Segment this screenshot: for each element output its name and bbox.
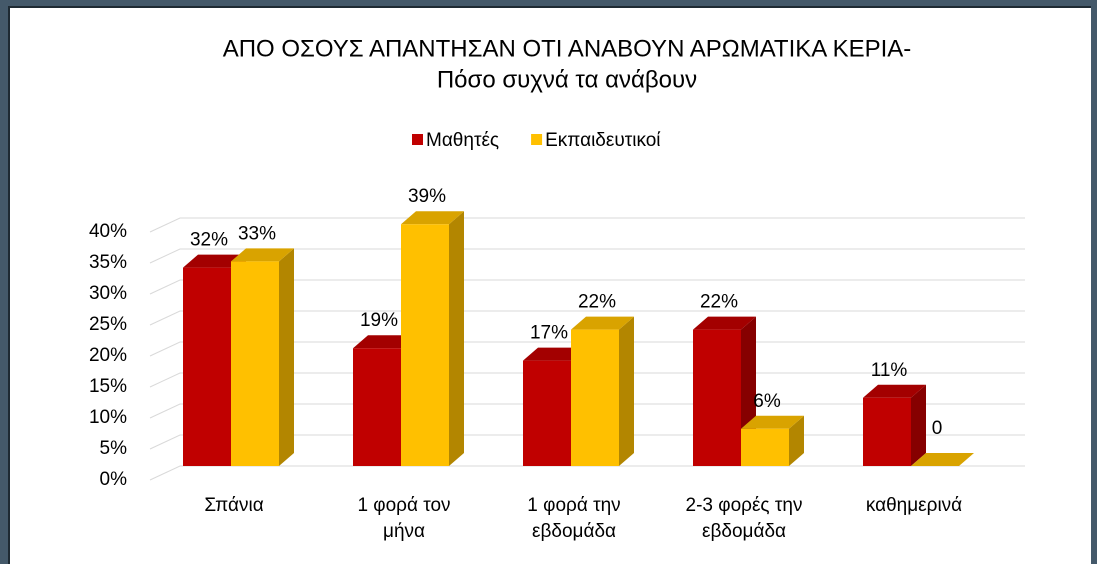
bar (863, 384, 926, 466)
bar-front (183, 267, 231, 466)
chart-subtitle: Πόσο συχνά τα ανάβουν (437, 66, 697, 93)
grid-line (149, 310, 1025, 326)
y-tick-label: 30% (89, 283, 127, 304)
bar-top (911, 453, 974, 466)
bar-top (231, 248, 294, 262)
legend-swatch (531, 134, 543, 145)
x-tick-label: καθημερινά (865, 495, 963, 516)
value-label: 19% (360, 310, 398, 331)
bar-top (741, 415, 804, 429)
bar-top (353, 335, 416, 349)
bar-front (571, 329, 619, 466)
bar-side (619, 316, 634, 466)
bar-top (183, 254, 246, 268)
value-label: 6% (753, 391, 781, 412)
bar-top (571, 316, 634, 330)
value-label: 32% (190, 230, 228, 251)
grid-line (149, 217, 1025, 233)
bar-side (449, 211, 464, 466)
legend-swatch (412, 134, 423, 145)
bar-top (863, 384, 926, 398)
bar-front (523, 360, 571, 466)
x-tick-label: 2-3 φορές την εβδομάδα (685, 495, 803, 542)
bar-side (911, 384, 926, 466)
legend-label: Μαθητές (426, 130, 499, 151)
y-tick-label: 25% (89, 314, 127, 335)
x-tick-label: 1 φορά την εβδομάδα (527, 495, 621, 542)
value-label: 0 (932, 418, 943, 439)
bar-front (353, 348, 401, 466)
value-label: 33% (238, 223, 276, 244)
bar-front (741, 428, 789, 466)
bar (741, 415, 804, 466)
y-tick-label: 20% (89, 345, 127, 366)
grid-line (149, 248, 1025, 264)
y-tick-label: 35% (89, 252, 127, 273)
value-label: 22% (578, 292, 616, 313)
legend-label: Εκπαιδευτικοί (545, 130, 661, 151)
bar (231, 248, 294, 466)
x-tick-label: Σπάνια (204, 495, 264, 516)
grid-line (149, 279, 1025, 295)
value-label: 22% (700, 292, 738, 313)
bar-front (863, 397, 911, 466)
x-tick-label: 1 φορά τον μήνα (357, 495, 451, 542)
bar (911, 453, 974, 466)
bar-top (401, 211, 464, 225)
bar (401, 211, 464, 466)
y-tick-label: 5% (100, 438, 128, 459)
value-label: 39% (408, 186, 446, 207)
bar-side (789, 415, 804, 466)
bar-side (279, 248, 294, 466)
chart-title: ΑΠΟ ΟΣΟΥΣ ΑΠΑΝΤΗΣΑΝ ΟΤΙ ΑΝΑΒΟΥΝ ΑΡΩΜΑΤΙΚ… (223, 35, 912, 62)
y-tick-label: 0% (100, 469, 128, 490)
y-tick-label: 40% (89, 221, 127, 242)
bar-top (693, 316, 756, 330)
bar-top (523, 347, 586, 361)
bar-front (231, 261, 279, 466)
bar-front (693, 329, 741, 466)
bar-front (401, 224, 449, 466)
value-label: 11% (871, 360, 908, 381)
y-tick-label: 15% (89, 376, 127, 397)
grid-line (149, 465, 1025, 481)
value-label: 17% (530, 323, 568, 344)
bar (571, 316, 634, 466)
y-tick-label: 10% (89, 407, 127, 428)
